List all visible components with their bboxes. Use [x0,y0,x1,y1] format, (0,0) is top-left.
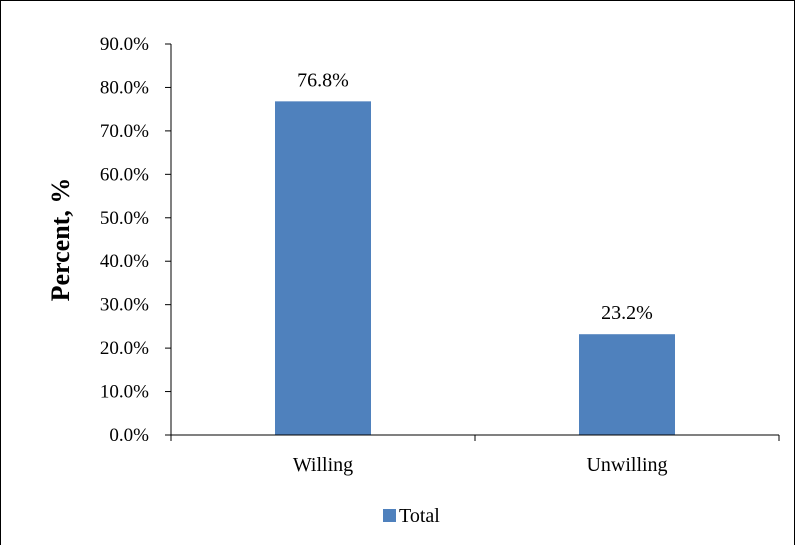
legend-swatch-total [383,509,396,522]
y-tick-label: 10.0% [100,382,149,403]
y-tick-label: 70.0% [100,121,149,142]
category-label-willing: Willing [293,454,353,476]
y-axis-title: Percent, % [46,178,75,302]
y-tick-label: 30.0% [100,295,149,316]
legend: Total [383,505,440,527]
x-axis-category-labels: Willing Unwilling [170,435,780,476]
y-tick-label: 80.0% [100,77,149,98]
y-tick-label: 50.0% [100,208,149,229]
data-label-unwilling: 23.2% [601,302,653,324]
bar-willing [275,101,371,435]
y-tick-label: 40.0% [100,251,149,272]
legend-label-total: Total [399,505,440,527]
bars [275,101,675,435]
data-label-willing: 76.8% [297,69,349,91]
data-labels: 76.8% 23.2% [297,69,653,324]
y-tick-label: 60.0% [100,164,149,185]
y-tick-label: 0.0% [109,425,149,446]
y-tick-label: 20.0% [100,338,149,359]
y-axis-ticks: 0.0% 10.0% 20.0% 30.0% 40.0% 50.0% 60.0% 70.0% 8… [100,34,171,446]
bar-unwilling [579,334,675,435]
category-label-unwilling: Unwilling [586,454,667,476]
y-tick-label: 90.0% [100,34,149,55]
